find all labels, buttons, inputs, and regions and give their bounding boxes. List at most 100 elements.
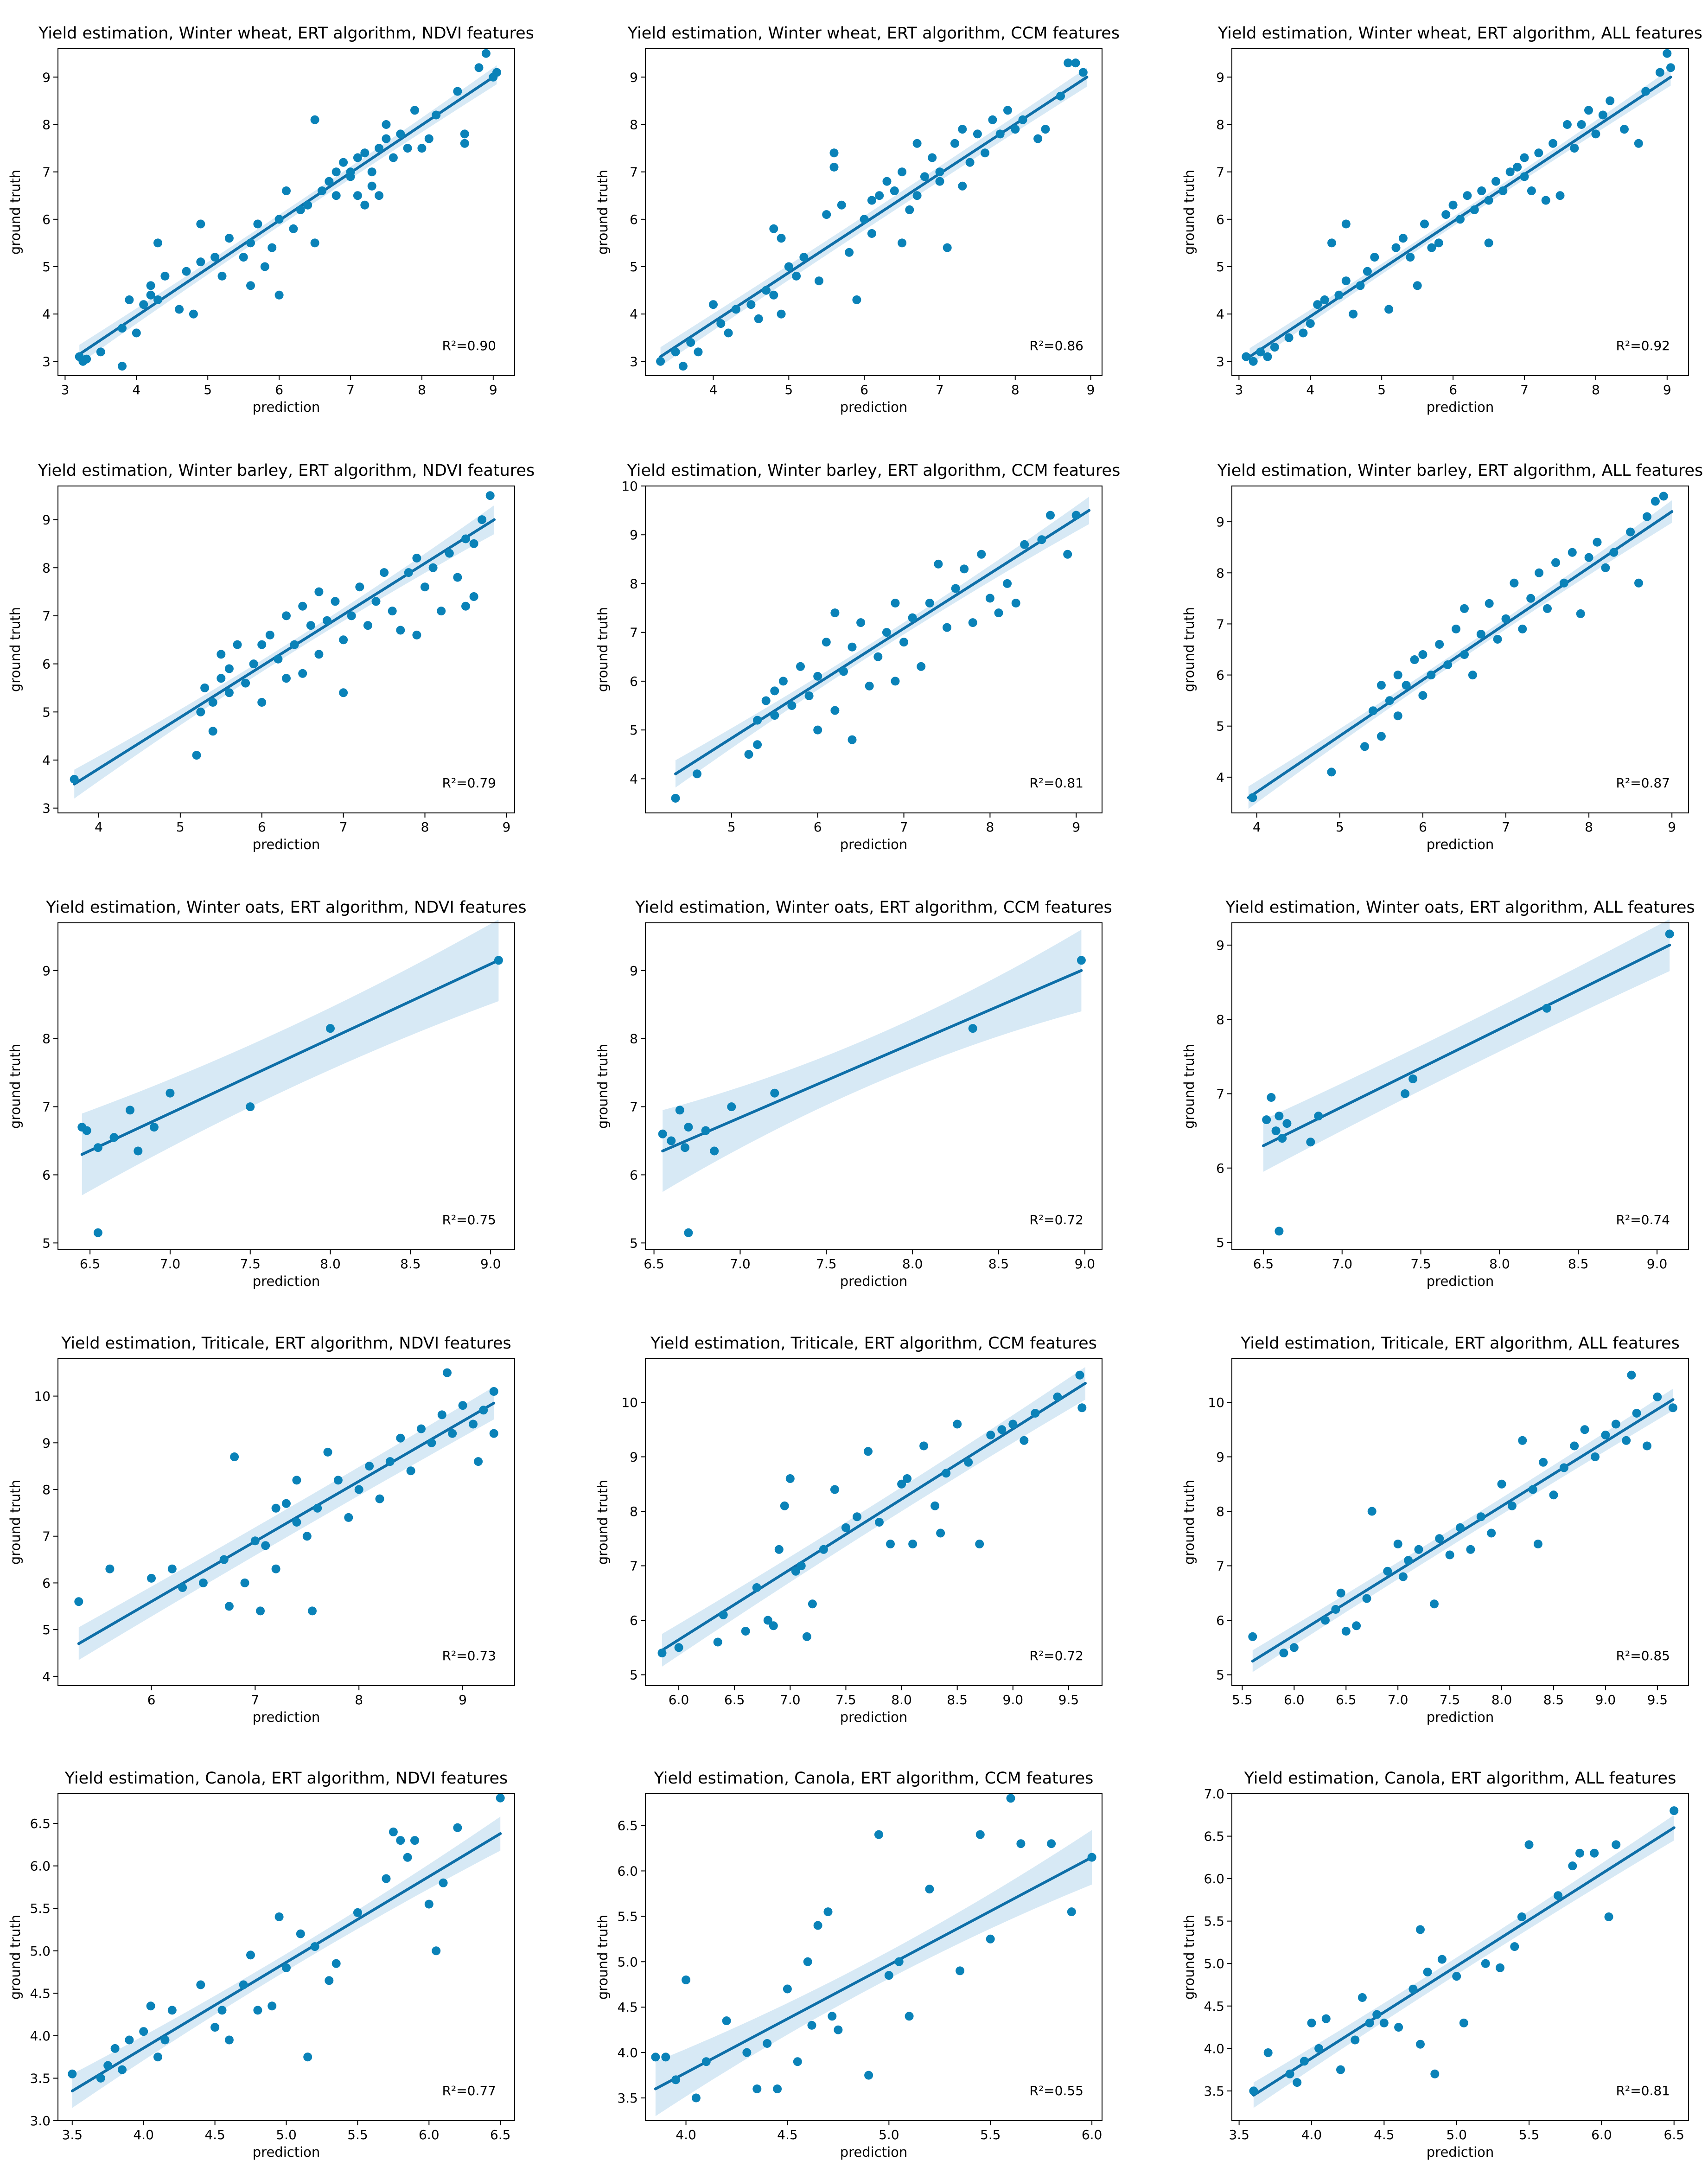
x-tick-label: 7.5 bbox=[816, 1256, 837, 1272]
data-point bbox=[146, 281, 155, 290]
y-tick-label: 6 bbox=[630, 674, 638, 689]
data-point bbox=[310, 115, 319, 124]
y-tick-label: 8 bbox=[1216, 117, 1224, 132]
x-axis-label: prediction bbox=[253, 2144, 320, 2160]
y-axis-label: ground truth bbox=[7, 1480, 23, 1565]
chart-panel: Yield estimation, Winter wheat, ERT algo… bbox=[7, 24, 534, 415]
data-point bbox=[1518, 624, 1527, 633]
data-point bbox=[1611, 1419, 1620, 1429]
data-point bbox=[274, 215, 284, 224]
y-tick-label: 5 bbox=[42, 704, 51, 720]
data-point bbox=[196, 219, 205, 229]
data-point bbox=[905, 2012, 914, 2021]
data-point bbox=[671, 2075, 681, 2084]
data-point bbox=[410, 1836, 419, 1845]
data-point bbox=[1033, 134, 1043, 143]
data-point bbox=[1584, 106, 1593, 115]
data-point bbox=[920, 172, 929, 181]
data-point bbox=[1549, 1490, 1558, 1500]
y-tick-label: 6 bbox=[630, 1167, 638, 1183]
data-point bbox=[256, 1606, 265, 1616]
data-point bbox=[1313, 300, 1322, 309]
data-point bbox=[318, 186, 326, 195]
y-tick-label: 3.0 bbox=[30, 2113, 51, 2129]
data-point bbox=[375, 144, 384, 153]
data-point bbox=[905, 205, 914, 214]
data-point bbox=[70, 774, 79, 784]
data-point bbox=[224, 234, 234, 243]
y-tick-label: 4.5 bbox=[30, 1986, 51, 2001]
x-tick-label: 9.5 bbox=[1058, 1692, 1079, 1707]
data-point bbox=[1513, 162, 1522, 172]
y-tick-label: 5 bbox=[630, 259, 638, 275]
data-point bbox=[1577, 120, 1586, 129]
x-tick-label: 7.0 bbox=[730, 1256, 751, 1272]
data-point bbox=[995, 129, 1005, 139]
data-point bbox=[1398, 1572, 1408, 1581]
plot-frame bbox=[1231, 1358, 1689, 1686]
data-point bbox=[841, 1523, 850, 1532]
data-point bbox=[367, 167, 376, 177]
data-point bbox=[975, 1830, 985, 1839]
data-point bbox=[1031, 1409, 1040, 1418]
data-point bbox=[292, 1476, 301, 1485]
data-point bbox=[777, 309, 786, 319]
data-point bbox=[375, 191, 384, 200]
data-point bbox=[314, 587, 324, 596]
data-point bbox=[146, 290, 155, 300]
data-point bbox=[460, 139, 469, 148]
data-point bbox=[208, 698, 217, 707]
data-point bbox=[382, 1874, 391, 1883]
x-tick-label: 9 bbox=[1668, 819, 1676, 835]
data-point bbox=[109, 1133, 119, 1142]
y-axis-label: ground truth bbox=[7, 1915, 23, 2000]
data-point bbox=[375, 1494, 384, 1503]
data-point bbox=[1410, 655, 1419, 664]
data-point bbox=[783, 1984, 792, 1994]
data-point bbox=[346, 167, 355, 177]
data-point bbox=[217, 2006, 227, 2015]
data-point bbox=[656, 357, 665, 366]
data-point bbox=[864, 1447, 873, 1456]
data-point bbox=[804, 691, 814, 700]
data-point bbox=[153, 238, 162, 248]
data-point bbox=[331, 167, 341, 177]
x-tick-label: 4 bbox=[1306, 382, 1314, 397]
data-point bbox=[1363, 267, 1372, 276]
r-squared-label: R²=0.86 bbox=[1030, 338, 1083, 353]
data-point bbox=[727, 1102, 736, 1112]
r-squared-label: R²=0.73 bbox=[442, 1648, 496, 1663]
data-point bbox=[770, 1088, 779, 1098]
data-point bbox=[1406, 253, 1415, 262]
data-point bbox=[1430, 1599, 1439, 1609]
regression-line bbox=[1252, 1826, 1676, 2097]
data-point bbox=[282, 674, 291, 683]
x-tick-label: 6.5 bbox=[1253, 1256, 1274, 1272]
data-point bbox=[1663, 49, 1672, 58]
y-tick-label: 4 bbox=[42, 307, 51, 322]
y-tick-label: 5.0 bbox=[1204, 1956, 1224, 1971]
data-point bbox=[469, 539, 478, 548]
x-tick-label: 8.0 bbox=[1491, 1692, 1512, 1707]
data-point bbox=[1665, 929, 1674, 939]
y-tick-label: 9 bbox=[42, 512, 51, 528]
data-point bbox=[224, 664, 234, 673]
x-tick-label: 4.5 bbox=[777, 2127, 798, 2142]
data-point bbox=[1441, 210, 1451, 219]
data-point bbox=[339, 635, 348, 645]
plot-frame bbox=[1231, 922, 1689, 1250]
plot-frame bbox=[57, 1358, 515, 1686]
data-point bbox=[763, 1616, 772, 1625]
data-point bbox=[1275, 1227, 1284, 1236]
data-point bbox=[412, 630, 421, 639]
data-point bbox=[813, 671, 822, 681]
data-point bbox=[1393, 711, 1402, 721]
r-squared-label: R²=0.74 bbox=[1616, 1212, 1670, 1228]
chart-panel: Yield estimation, Winter wheat, ERT algo… bbox=[1181, 24, 1702, 415]
chart-title: Yield estimation, Canola, ERT algorithm,… bbox=[64, 1769, 508, 1788]
data-point bbox=[1452, 1972, 1461, 1981]
data-point bbox=[1393, 671, 1402, 680]
data-point bbox=[331, 1959, 341, 1968]
data-point bbox=[1071, 58, 1080, 68]
data-point bbox=[1067, 1907, 1076, 1917]
